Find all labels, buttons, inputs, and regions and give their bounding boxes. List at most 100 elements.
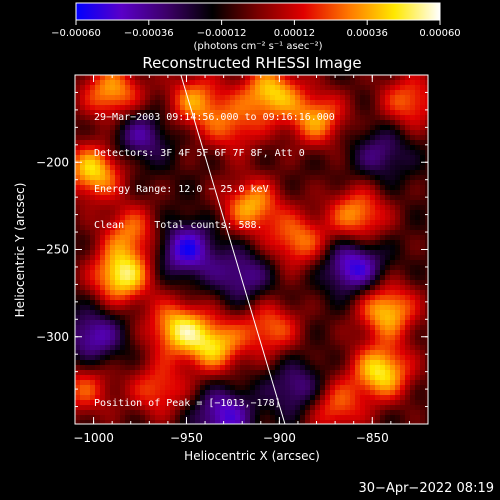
heatmap-cell (245, 390, 251, 396)
heatmap-cell (340, 120, 346, 126)
heatmap-cell (80, 405, 86, 411)
heatmap-cell (255, 100, 261, 106)
heatmap-cell (210, 320, 216, 326)
heatmap-cell (140, 320, 146, 326)
heatmap-cell (400, 80, 406, 86)
heatmap-cell (375, 280, 381, 286)
heatmap-cell (215, 375, 221, 381)
heatmap-cell (370, 80, 376, 86)
heatmap-cell (180, 195, 186, 201)
heatmap-cell (335, 145, 341, 151)
heatmap-cell (190, 75, 196, 81)
heatmap-cell (260, 115, 266, 121)
heatmap-cell (180, 365, 186, 371)
heatmap-cell (150, 370, 156, 376)
heatmap-cell (370, 190, 376, 196)
heatmap-cell (135, 370, 141, 376)
heatmap-cell (125, 325, 131, 331)
heatmap-cell (195, 160, 201, 166)
heatmap-cell (90, 140, 96, 146)
heatmap-cell (420, 295, 426, 301)
heatmap-cell (335, 80, 341, 86)
heatmap-cell (95, 190, 101, 196)
heatmap-cell (355, 170, 361, 176)
heatmap-cell (370, 100, 376, 106)
heatmap-cell (110, 195, 116, 201)
heatmap-cell (85, 85, 91, 91)
heatmap-cell (130, 115, 136, 121)
heatmap-cell (180, 380, 186, 386)
heatmap-cell (310, 215, 316, 221)
heatmap-cell (250, 410, 256, 416)
heatmap-cell (75, 285, 81, 291)
heatmap-cell (415, 220, 421, 226)
heatmap-cell (140, 190, 146, 196)
heatmap-cell (355, 185, 361, 191)
heatmap-cell (255, 250, 261, 256)
heatmap-cell (425, 260, 428, 266)
heatmap-cell (350, 325, 356, 331)
heatmap-cell (255, 410, 261, 416)
heatmap-cell (155, 270, 161, 276)
heatmap-cell (85, 130, 91, 136)
heatmap-cell (220, 155, 226, 161)
heatmap-cell (250, 205, 256, 211)
heatmap-cell (380, 340, 386, 346)
heatmap-cell (300, 395, 306, 401)
heatmap-cell (205, 220, 211, 226)
heatmap-cell (170, 325, 176, 331)
heatmap-cell (205, 90, 211, 96)
heatmap-cell (165, 195, 171, 201)
heatmap-cell (185, 330, 191, 336)
heatmap-cell (350, 75, 356, 81)
heatmap-cell (170, 225, 176, 231)
heatmap-cell (380, 295, 386, 301)
heatmap-cell (155, 230, 161, 236)
heatmap-cell (85, 105, 91, 111)
heatmap-cell (280, 100, 286, 106)
heatmap-cell (215, 230, 221, 236)
heatmap-cell (185, 320, 191, 326)
heatmap-cell (280, 80, 286, 86)
heatmap-cell (415, 310, 421, 316)
heatmap-cell (75, 105, 81, 111)
heatmap-cell (325, 315, 331, 321)
heatmap-cell (110, 300, 116, 306)
heatmap-cell (200, 90, 206, 96)
heatmap-cell (135, 275, 141, 281)
heatmap-cell (395, 245, 401, 251)
heatmap-cell (285, 125, 291, 131)
heatmap-cell (370, 305, 376, 311)
heatmap-cell (205, 110, 211, 116)
heatmap-cell (255, 375, 261, 381)
heatmap-cell (350, 195, 356, 201)
heatmap-cell (120, 80, 126, 86)
heatmap-cell (90, 330, 96, 336)
heatmap-cell (265, 345, 271, 351)
heatmap-cell (350, 270, 356, 276)
heatmap-cell (120, 115, 126, 121)
heatmap-cell (225, 100, 231, 106)
heatmap-cell (390, 420, 396, 424)
heatmap-cell (345, 345, 351, 351)
heatmap-cell (340, 285, 346, 291)
heatmap-cell (310, 420, 316, 424)
heatmap-cell (350, 230, 356, 236)
heatmap-cell (215, 265, 221, 271)
heatmap-cell (285, 295, 291, 301)
heatmap-cell (265, 180, 271, 186)
heatmap-cell (160, 150, 166, 156)
heatmap-cell (120, 210, 126, 216)
heatmap-cell (385, 385, 391, 391)
heatmap-cell (95, 390, 101, 396)
heatmap-cell (170, 390, 176, 396)
heatmap-cell (405, 335, 411, 341)
heatmap-cell (280, 225, 286, 231)
heatmap-cell (410, 145, 416, 151)
heatmap-cell (230, 250, 236, 256)
heatmap-cell (110, 245, 116, 251)
heatmap-cell (225, 255, 231, 261)
heatmap-cell (165, 255, 171, 261)
heatmap-cell (345, 335, 351, 341)
heatmap-cell (345, 210, 351, 216)
